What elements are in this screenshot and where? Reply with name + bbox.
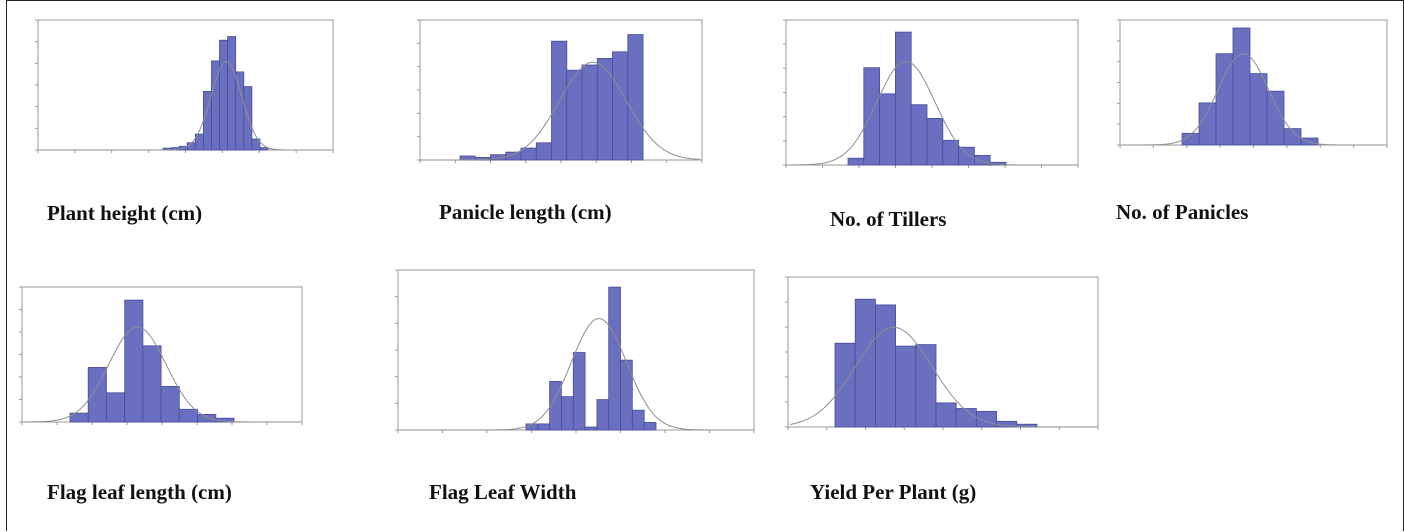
- histogram-bar: [124, 299, 144, 423]
- normal-curve: [24, 326, 300, 423]
- histogram-panel-flag-leaf-width: [388, 265, 764, 447]
- histogram-panel-yield: [778, 272, 1108, 440]
- histogram-bar: [612, 51, 629, 161]
- normal-curve: [788, 60, 1076, 166]
- histogram-bar: [895, 31, 912, 166]
- histogram-bar: [895, 345, 917, 428]
- caption-flag-leaf-width: Flag Leaf Width: [429, 480, 577, 504]
- histogram-bar: [596, 399, 610, 431]
- histogram-bar: [942, 139, 960, 166]
- normal-curve: [400, 318, 752, 431]
- histogram-bar: [863, 67, 881, 166]
- histogram-bar: [211, 60, 221, 151]
- histogram-bar: [1249, 73, 1268, 146]
- histogram-bar: [958, 146, 975, 166]
- normal-curve: [422, 61, 701, 161]
- histogram-bar: [834, 342, 856, 428]
- caption-panicles: No. of Panicles: [1116, 200, 1249, 224]
- histogram-bar: [581, 64, 598, 161]
- histogram-bar: [627, 34, 644, 161]
- histogram-bar: [178, 408, 198, 423]
- histogram-bar: [879, 93, 896, 166]
- histogram-bar: [631, 409, 645, 431]
- histogram-bar: [608, 286, 621, 431]
- caption-yield: Yield Per Plant (g): [810, 480, 977, 504]
- histogram-bar: [935, 402, 957, 428]
- caption-tillers: No. of Tillers: [830, 207, 947, 231]
- histogram-panel-tillers: [776, 15, 1088, 183]
- histogram-bar: [197, 413, 217, 423]
- histogram-flag-leaf-width: [395, 269, 755, 433]
- histogram-panicle-length: [417, 19, 703, 163]
- histogram-plant-height: [35, 19, 334, 153]
- histogram-bar: [847, 157, 865, 166]
- histogram-yield: [785, 276, 1099, 430]
- histogram-panel-flag-leaf-length: [12, 282, 312, 435]
- histogram-bar: [251, 138, 261, 151]
- histogram-bar: [1198, 102, 1217, 146]
- histogram-bar: [561, 396, 574, 431]
- histogram-bar: [537, 423, 551, 431]
- histogram-panicles: [1117, 19, 1388, 148]
- caption-plant-height: Plant height (cm): [47, 201, 203, 225]
- histogram-bar: [596, 58, 614, 161]
- histogram-tillers: [783, 19, 1079, 168]
- histogram-bar: [1266, 90, 1285, 146]
- histogram-bar: [160, 386, 180, 423]
- normal-curve: [789, 326, 1096, 428]
- histogram-bar: [643, 421, 657, 431]
- normal-curve: [40, 60, 330, 151]
- histogram-bar: [854, 298, 876, 428]
- histogram-bar: [106, 392, 126, 423]
- histogram-bar: [259, 147, 269, 151]
- histogram-bar: [875, 304, 897, 428]
- histogram-flag-leaf-length: [19, 286, 303, 425]
- histogram-bar: [584, 426, 598, 431]
- histogram-bar: [520, 147, 537, 161]
- histogram-bar: [227, 36, 237, 151]
- caption-panicle-length: Panicle length (cm): [439, 200, 612, 224]
- histogram-bar: [1215, 53, 1234, 146]
- histogram-bar: [219, 39, 229, 151]
- histogram-bar: [910, 104, 928, 166]
- histogram-bar: [926, 118, 944, 166]
- caption-flag-leaf-length: Flag leaf length (cm): [47, 480, 232, 504]
- histogram-panel-plant-height: [28, 15, 343, 170]
- histogram-panel-panicles: [1110, 15, 1397, 161]
- histogram-bar: [525, 423, 539, 431]
- normal-curve: [1122, 53, 1384, 146]
- histogram-bar: [973, 154, 991, 166]
- histogram-bar: [955, 408, 977, 428]
- histogram-bar: [620, 359, 633, 431]
- histogram-bar: [142, 345, 162, 423]
- histogram-bar: [235, 71, 245, 151]
- plot-area: [37, 19, 334, 151]
- histogram-bar: [572, 352, 586, 431]
- histogram-bar: [535, 142, 553, 161]
- histogram-bar: [1283, 128, 1302, 146]
- histogram-panel-panicle-length: [410, 15, 712, 177]
- histogram-bar: [1232, 27, 1251, 146]
